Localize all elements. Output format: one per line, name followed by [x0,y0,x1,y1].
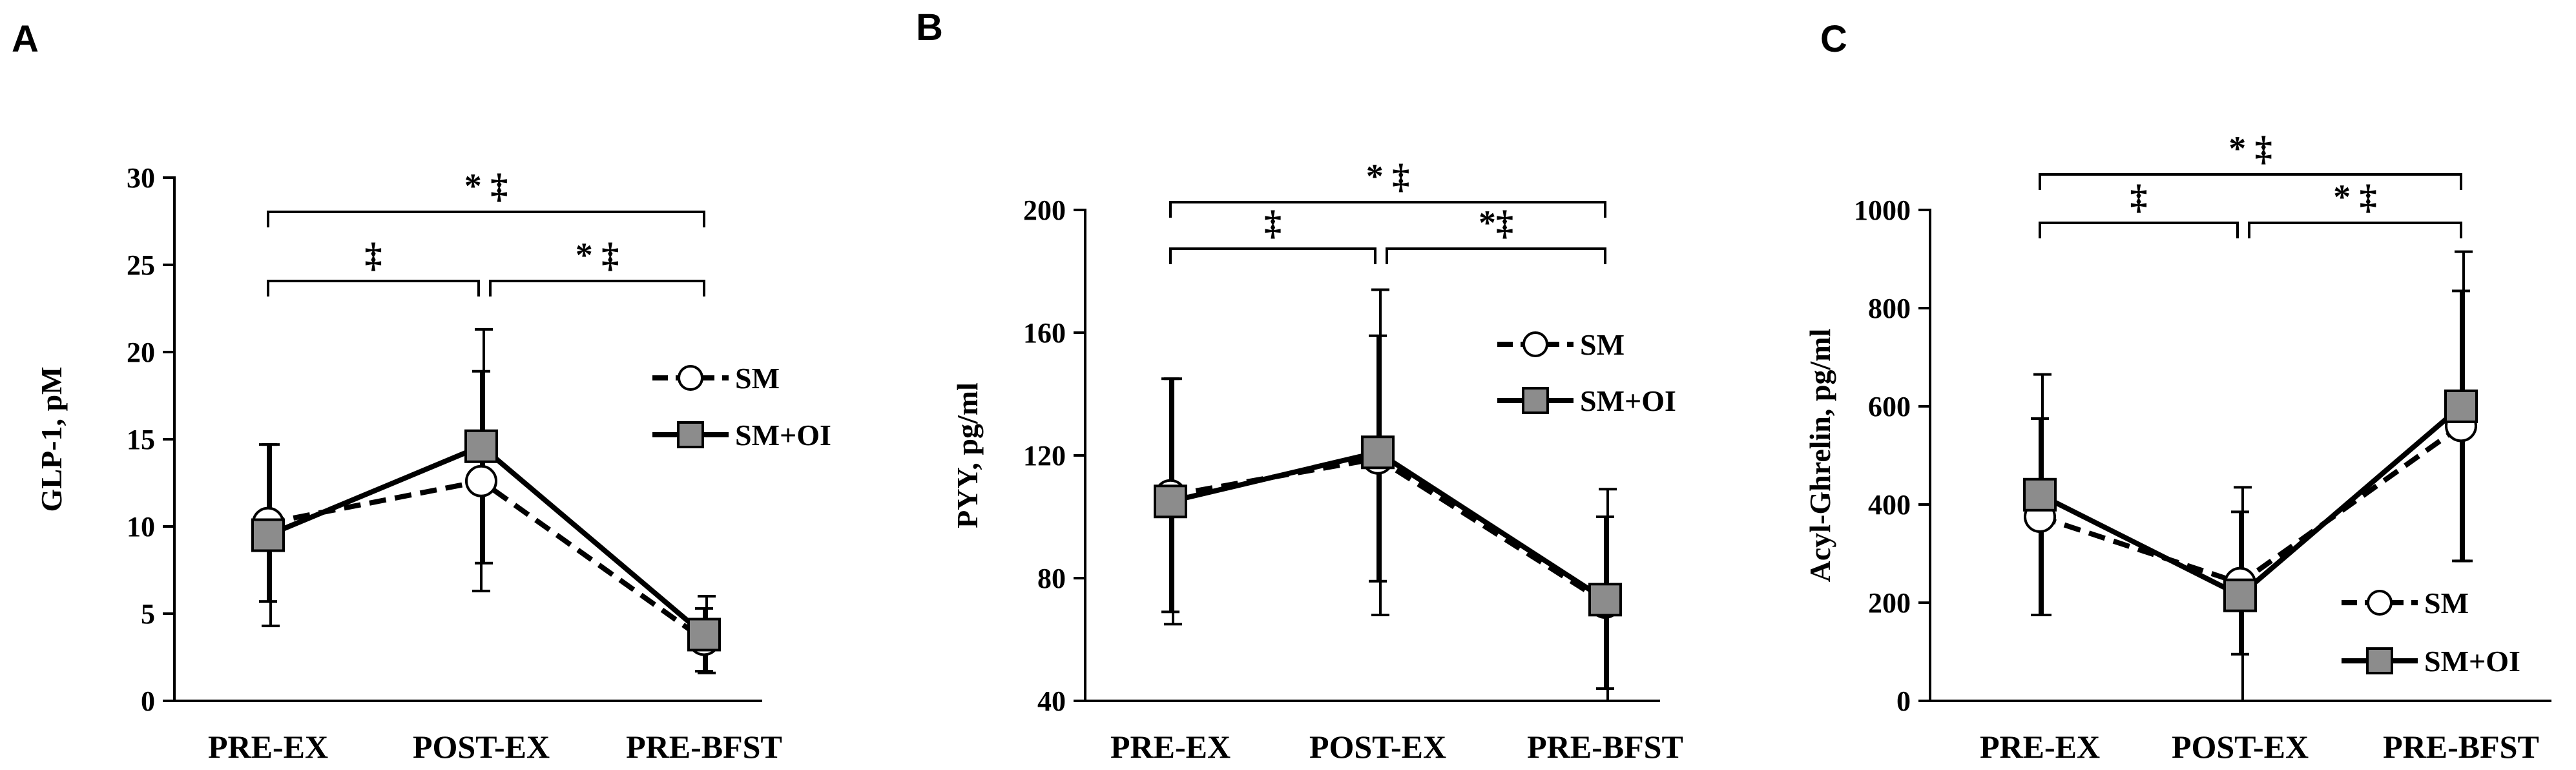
panel-c-x-tick-label: PRE-BFST [2383,729,2539,765]
panel-a-x-tick-label: PRE-EX [208,729,328,765]
panel-a-y-tick-label: 10 [127,511,155,543]
panel-b-series-sm-oi-point [1361,435,1395,470]
panel-c-y-tick-label: 200 [1868,587,1911,619]
panel-a-y-tick-label: 0 [141,685,155,717]
panel-c-legend-sm-label: SM [2424,587,2469,619]
panel-c-significance-bracket [2039,173,2462,190]
panel-b-y-tick-label: 40 [1037,685,1066,717]
panel-b-significance-label: *‡ [1479,203,1513,242]
panel-a-significance-bracket [267,280,480,297]
panel-a-significance-bracket [489,280,705,297]
panel-c-y-axis-label: Acyl-Ghrelin, pg/ml [1803,329,1836,583]
panel-a-y-tick-label: 5 [141,598,155,630]
panel-b-x-tick-label: POST-EX [1309,729,1446,765]
panel-b-y-tick-label: 80 [1037,563,1066,594]
panel-c-significance-bracket [2039,222,2239,238]
panel-a-series-sm-point [465,464,497,497]
panel-c-series-sm-oi-line [2039,404,2463,599]
panel-b-series-sm-oi-line [1170,449,1607,602]
panel-b-x-tick-label: PRE-BFST [1527,729,1683,765]
panel-a-x-tick-label: PRE-BFST [626,729,782,765]
panel-a-significance-bracket [267,211,705,227]
panel-b-y-axis-label: PYY, pg/ml [951,382,984,528]
panel-a-y-tick-label: 20 [127,337,155,368]
panel-b-letter: B [916,6,943,48]
panel-b-series-sm-line [1170,455,1607,605]
panel-b-x-tick-label: PRE-EX [1110,729,1231,765]
panel-c-y-tick-label: 0 [1896,685,1911,717]
panel-c-legend-sm-oi-marker [2366,647,2393,674]
panel-b: B 40 80 120 160 200 PRE-EX POST-EX PRE-BFST PYY, … [916,6,1683,765]
panel-b-y-tick-label: 160 [1023,317,1066,349]
panel-a: A 0 5 10 15 20 25 30 PRE-EX POST-EX PRE-BFST GLP-1,… [12,18,831,765]
panel-c-legend-sm-marker [2367,590,2393,616]
panel-b-series-sm-oi-point [1588,583,1622,617]
panel-b-y-tick-label: 120 [1023,440,1066,472]
panel-c-legend-sm-oi-label: SM+OI [2424,645,2520,678]
panel-a-letter: A [12,18,39,60]
panel-c-x-tick-label: POST-EX [2172,729,2309,765]
panel-a-legend-sm-oi-label: SM+OI [735,419,831,452]
panel-a-legend-sm-oi-marker [677,421,704,448]
panel-c-series-sm-oi-point [2444,390,2478,423]
panel-a-significance-label: ‡ [365,236,382,275]
panel-a-series-sm-oi-point [464,429,498,463]
panel-a-series-sm-oi-point [251,518,285,552]
panel-b-legend-sm-label: SM [1580,328,1625,361]
panel-c-significance-bracket [2248,222,2462,238]
panel-a-y-axis-label: GLP-1, pM [35,367,68,512]
panel-b-significance-label: * ‡ [1366,157,1410,196]
panel-c-y-tick-label: 400 [1868,489,1911,521]
panel-b-series-sm-oi-point [1154,484,1187,519]
panel-c-series-sm-oi-point [2223,578,2257,612]
panel-c-y-tick-label: 600 [1868,391,1911,422]
panel-a-legend-sm-marker [678,365,703,391]
panel-a-series-sm-oi-point [687,618,721,652]
panel-c-letter: C [1820,18,1847,60]
panel-c-significance-label: * ‡ [2228,129,2272,168]
panel-a-y-tick-label: 30 [127,162,155,194]
panel-c-significance-label: * ‡ [2333,178,2377,216]
panel-b-significance-bracket [1169,247,1376,264]
panel-b-significance-bracket [1386,247,1606,264]
panel-b-legend-sm-marker [1522,331,1548,357]
panel-a-significance-label: * ‡ [576,236,619,275]
panel-c-series-sm-oi-point [2023,477,2057,512]
panel-a-x-tick-label: POST-EX [413,729,550,765]
panel-a-y-tick-label: 15 [127,424,155,455]
panel-a-series-sm-line [267,478,706,642]
panel-b-significance-label: ‡ [1264,203,1282,242]
panel-c-y-tick-label: 1000 [1854,194,1911,226]
panel-c: C 0 200 400 600 800 1000 PRE-EX POST-EX PRE-BFST A… [1803,18,2551,765]
panel-b-significance-bracket [1169,201,1606,218]
panel-a-legend-sm-label: SM [735,362,780,395]
panel-c-y-tick-label: 800 [1868,293,1911,324]
panel-a-significance-label: * ‡ [464,167,508,205]
panel-a-y-tick-label: 25 [127,249,155,281]
panel-c-x-tick-label: PRE-EX [1980,729,2100,765]
panel-b-legend-sm-oi-label: SM+OI [1580,384,1676,417]
panel-c-significance-label: ‡ [2130,178,2148,216]
panel-b-y-tick-label: 200 [1023,194,1066,226]
panel-b-legend-sm-oi-marker [1522,387,1549,414]
panel-c-series-sm-line [2039,424,2463,587]
